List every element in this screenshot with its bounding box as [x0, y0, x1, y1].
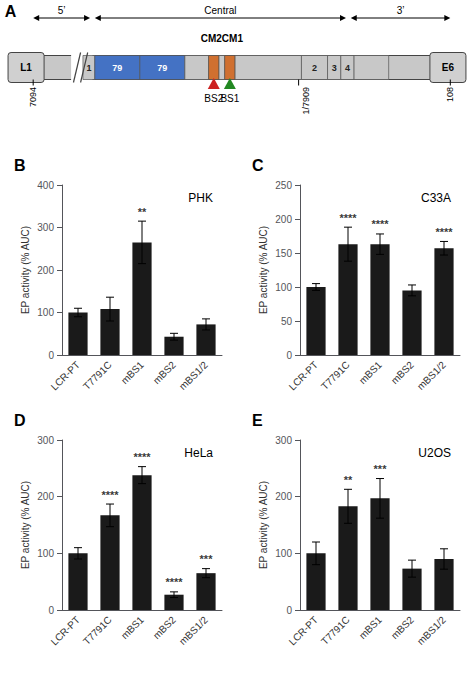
- svg-text:mBS1/2: mBS1/2: [177, 359, 210, 392]
- svg-text:T7791C: T7791C: [81, 614, 114, 647]
- svg-text:mBS1/2: mBS1/2: [415, 614, 448, 647]
- svg-text:***: ***: [374, 463, 388, 475]
- svg-text:CM2CM1: CM2CM1: [201, 33, 244, 44]
- svg-text:200: 200: [275, 214, 292, 225]
- svg-text:0: 0: [286, 350, 292, 361]
- svg-text:A: A: [5, 3, 17, 20]
- svg-text:mBS2: mBS2: [389, 359, 416, 386]
- svg-text:79: 79: [157, 63, 167, 73]
- svg-text:5’: 5’: [58, 5, 66, 16]
- svg-text:LCR-PT: LCR-PT: [287, 359, 320, 392]
- svg-text:100: 100: [37, 307, 54, 318]
- svg-text:Central: Central: [204, 5, 236, 16]
- svg-text:300: 300: [37, 435, 54, 446]
- svg-text:****: ****: [339, 212, 357, 224]
- svg-text:****: ****: [101, 489, 119, 501]
- svg-text:4: 4: [345, 63, 350, 73]
- svg-text:T7791C: T7791C: [319, 614, 352, 647]
- svg-text:79: 79: [112, 63, 122, 73]
- svg-text:****: ****: [133, 451, 151, 463]
- svg-text:300: 300: [37, 222, 54, 233]
- svg-text:****: ****: [165, 576, 183, 588]
- svg-text:0: 0: [286, 605, 292, 616]
- svg-text:C33A: C33A: [421, 191, 451, 205]
- svg-text:BS2: BS2: [204, 92, 224, 104]
- svg-text:mBS1: mBS1: [119, 359, 146, 386]
- svg-text:200: 200: [37, 491, 54, 502]
- svg-text:0: 0: [48, 605, 54, 616]
- svg-text:mBS1/2: mBS1/2: [177, 614, 210, 647]
- svg-text:EP activity (% AUC): EP activity (% AUC): [20, 481, 31, 569]
- svg-text:mBS1: mBS1: [357, 359, 384, 386]
- svg-text:***: ***: [200, 553, 214, 565]
- svg-text:L1: L1: [20, 62, 32, 73]
- svg-text:EP activity (% AUC): EP activity (% AUC): [258, 481, 269, 569]
- svg-text:T7791C: T7791C: [81, 359, 114, 392]
- svg-text:D: D: [14, 412, 26, 429]
- svg-text:400: 400: [37, 180, 54, 191]
- svg-text:LCR-PT: LCR-PT: [49, 614, 82, 647]
- svg-text:3’: 3’: [397, 5, 405, 16]
- svg-text:3: 3: [332, 63, 337, 73]
- svg-text:108: 108: [445, 87, 455, 102]
- svg-text:150: 150: [275, 248, 292, 259]
- svg-text:****: ****: [435, 226, 453, 238]
- svg-text:mBS1: mBS1: [119, 614, 146, 641]
- svg-text:B: B: [14, 157, 26, 174]
- svg-text:200: 200: [275, 491, 292, 502]
- svg-text:U2OS: U2OS: [418, 446, 451, 460]
- svg-text:**: **: [138, 206, 147, 218]
- svg-text:C: C: [252, 157, 264, 174]
- svg-text:200: 200: [37, 265, 54, 276]
- svg-text:300: 300: [275, 435, 292, 446]
- svg-text:mBS2: mBS2: [151, 614, 178, 641]
- svg-text:**: **: [344, 474, 353, 486]
- svg-text:mBS2: mBS2: [151, 359, 178, 386]
- svg-text:0: 0: [48, 350, 54, 361]
- svg-text:E: E: [252, 412, 263, 429]
- svg-text:PHK: PHK: [188, 191, 213, 205]
- svg-text:1/7909: 1/7909: [301, 87, 311, 115]
- svg-text:EP activity (% AUC): EP activity (% AUC): [258, 226, 269, 314]
- svg-text:1: 1: [86, 63, 91, 73]
- svg-text:100: 100: [275, 282, 292, 293]
- svg-text:LCR-PT: LCR-PT: [49, 359, 82, 392]
- svg-text:EP activity (% AUC): EP activity (% AUC): [20, 226, 31, 314]
- svg-text:100: 100: [37, 548, 54, 559]
- svg-text:50: 50: [281, 316, 293, 327]
- svg-text:****: ****: [371, 218, 389, 230]
- svg-text:250: 250: [275, 180, 292, 191]
- svg-text:E6: E6: [442, 62, 455, 73]
- svg-text:BS1: BS1: [220, 93, 239, 104]
- svg-text:7094: 7094: [28, 87, 38, 107]
- svg-text:mBS1/2: mBS1/2: [415, 359, 448, 392]
- svg-text:LCR-PT: LCR-PT: [287, 614, 320, 647]
- svg-text:HeLa: HeLa: [184, 446, 213, 460]
- svg-text:100: 100: [275, 548, 292, 559]
- svg-text:mBS1: mBS1: [357, 614, 384, 641]
- svg-text:T7791C: T7791C: [319, 359, 352, 392]
- svg-text:mBS2: mBS2: [389, 614, 416, 641]
- svg-text:2: 2: [312, 63, 317, 73]
